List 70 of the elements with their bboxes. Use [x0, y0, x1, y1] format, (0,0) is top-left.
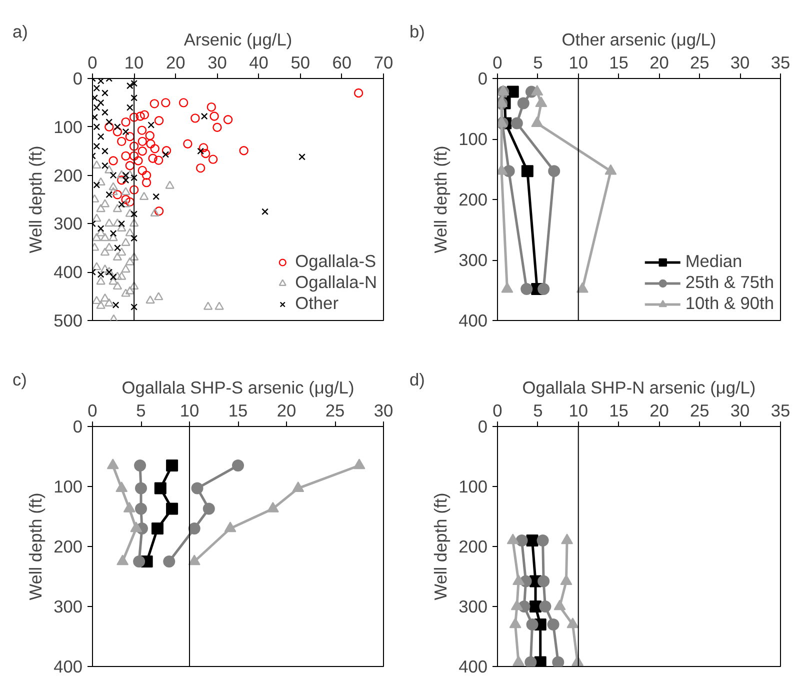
x-tick-label: 25 — [690, 400, 710, 420]
y-tick-label: 400 — [54, 656, 83, 676]
y-tick-label: 200 — [458, 190, 488, 210]
y-tick-label: 400 — [458, 310, 488, 330]
x-tick-label: 20 — [650, 400, 669, 420]
x-tick-label: 15 — [609, 400, 628, 420]
x-tick-label: 25 — [690, 52, 710, 72]
x-tick-label: 30 — [730, 52, 750, 72]
y-tick-label: 100 — [458, 476, 488, 496]
x-axis-title: Arsenic (μg/L) — [184, 30, 292, 50]
y-tick-label: 300 — [54, 214, 83, 234]
x-tick-label: 20 — [650, 52, 669, 72]
x-tick-label: 60 — [332, 52, 352, 72]
x-tick-label: 35 — [770, 52, 790, 72]
text: b) — [410, 22, 425, 42]
y-tick-label: 0 — [72, 416, 83, 436]
x-tick-label: 10 — [124, 52, 144, 72]
x-tick-label: 15 — [228, 400, 248, 420]
legend-label: 25th & 75th — [685, 272, 774, 293]
y-tick-label: 100 — [458, 129, 488, 149]
x-tick-label: 0 — [88, 52, 98, 72]
x-tick-label: 20 — [166, 52, 186, 72]
legend-label: Ogallala-N — [295, 272, 377, 293]
y-axis-title: Well depth (ft) — [26, 492, 46, 600]
y-tick-label: 0 — [72, 68, 83, 88]
y-axis-title: Well depth (ft) — [430, 146, 451, 254]
x-tick-label: 70 — [374, 52, 394, 72]
x-tick-label: 5 — [533, 400, 543, 420]
x-tick-label: 20 — [276, 400, 296, 420]
y-tick-label: 300 — [458, 596, 488, 616]
x-tick-label: 0 — [88, 400, 98, 420]
x-tick-label: 50 — [290, 52, 310, 72]
x-tick-label: 30 — [730, 400, 750, 420]
y-tick-label: 300 — [458, 250, 488, 270]
text: a) — [12, 22, 28, 42]
x-tick-label: 30 — [374, 400, 394, 420]
x-axis-title: Ogallala SHP-N arsenic (μg/L) — [522, 378, 756, 398]
y-axis-title: Well depth (ft) — [26, 146, 46, 254]
x-tick-label: 15 — [609, 52, 628, 72]
y-tick-label: 0 — [478, 416, 488, 436]
x-tick-label: 40 — [249, 52, 268, 72]
legend-label: Ogallala-S — [295, 251, 376, 272]
y-tick-label: 100 — [54, 116, 83, 137]
x-tick-label: 5 — [136, 400, 146, 420]
y-tick-label: 200 — [458, 536, 488, 556]
x-tick-label: 25 — [325, 400, 345, 420]
y-tick-label: 100 — [54, 476, 83, 496]
text: c) — [12, 370, 27, 390]
legend-label: 10th & 90th — [685, 293, 774, 314]
y-tick-label: 0 — [478, 68, 488, 88]
y-tick-label: 200 — [54, 165, 83, 186]
x-tick-label: 10 — [180, 400, 200, 420]
y-tick-label: 200 — [54, 536, 83, 556]
text: d) — [410, 370, 425, 390]
y-axis-title: Well depth (ft) — [430, 492, 451, 600]
y-tick-label: 400 — [458, 656, 488, 676]
x-tick-label: 5 — [533, 52, 543, 72]
x-tick-label: 10 — [568, 52, 588, 72]
x-tick-label: 0 — [492, 400, 502, 420]
x-tick-label: 10 — [568, 400, 588, 420]
x-tick-label: 0 — [492, 52, 502, 72]
y-tick-label: 300 — [54, 596, 83, 616]
x-tick-label: 30 — [208, 52, 227, 72]
y-tick-label: 400 — [54, 262, 83, 282]
x-axis-title: Ogallala SHP-S arsenic (μg/L) — [122, 378, 354, 398]
legend-label: Median — [685, 251, 742, 272]
x-tick-label: 35 — [770, 400, 790, 420]
y-tick-label: 500 — [54, 310, 83, 330]
x-axis-title: Other arsenic (μg/L) — [562, 30, 716, 50]
legend-label: Other — [295, 293, 338, 314]
